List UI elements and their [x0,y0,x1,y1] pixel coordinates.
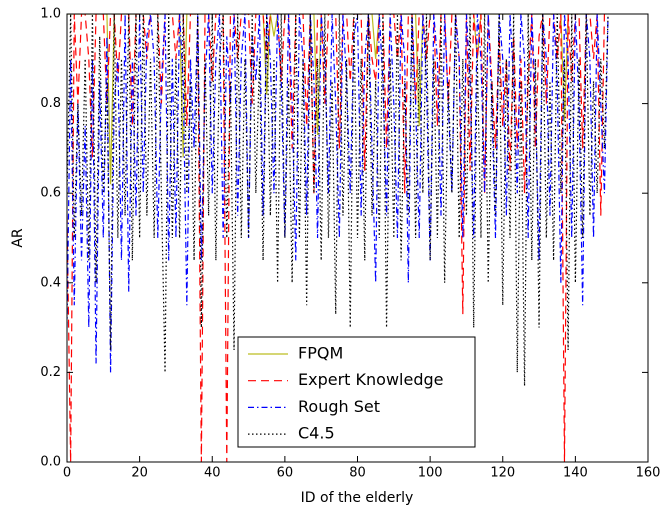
y-tick-label: 0.8 [40,96,61,111]
x-tick-label: 100 [418,466,443,481]
x-tick-label: 40 [204,466,221,481]
y-tick-label: 0.0 [40,455,61,470]
legend-box [237,336,476,448]
legend-label: Expert Knowledge [298,370,443,389]
legend-label: FPQM [298,344,343,363]
y-tick-label: 1.0 [40,7,61,22]
y-tick-label: 0.6 [40,186,61,201]
x-tick-label: 0 [63,466,71,481]
x-tick-label: 60 [277,466,294,481]
y-axis-label: AR [10,228,26,248]
series-line [67,14,609,462]
x-tick-label: 120 [490,466,515,481]
x-tick-label: 140 [563,466,588,481]
plot-lines [67,14,609,462]
legend: FPQM Expert Knowledge Rough Set C4.5 [237,336,476,448]
x-axis-label: ID of the elderly [301,490,414,506]
y-tick-label: 0.4 [40,275,61,290]
x-tick-label: 80 [349,466,366,481]
y-tick-label: 0.2 [40,365,61,380]
legend-label: C4.5 [298,424,335,443]
x-tick-label: 20 [131,466,148,481]
legend-label: Rough Set [298,397,380,416]
x-tick-label: 160 [636,466,661,481]
series-line [67,14,609,373]
series-line [67,14,609,386]
